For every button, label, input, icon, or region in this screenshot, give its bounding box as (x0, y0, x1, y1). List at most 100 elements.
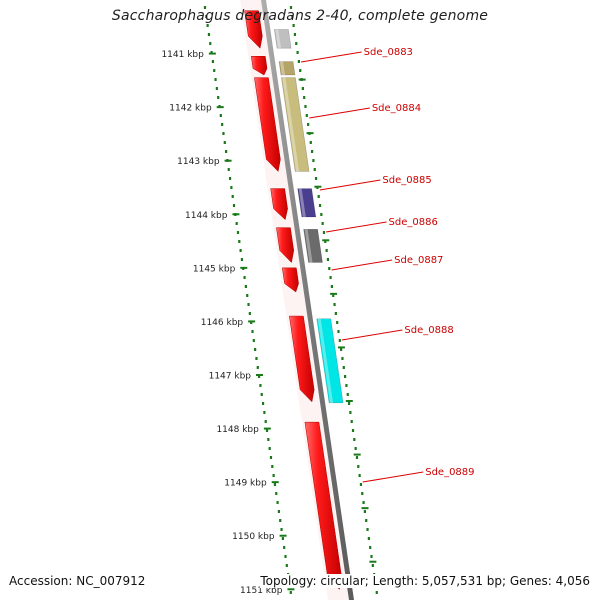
ruler-dot (305, 114, 308, 117)
ruler-dot (251, 330, 254, 333)
gene-label[interactable]: Sde_0888 (404, 325, 453, 336)
ruler-dot (221, 123, 224, 126)
ruler-dot (292, 24, 295, 27)
ruler-dot (338, 339, 341, 342)
gene-feature-highlight (298, 188, 306, 217)
genome-backbone (261, 0, 354, 600)
gene-callout-line (341, 329, 403, 341)
gene-feature-highlight (275, 29, 282, 49)
cds-arrow (254, 77, 281, 172)
ruler-dot (281, 537, 284, 540)
ruler-dot (322, 231, 326, 234)
genome-stats-text: Topology: circular; Length: 5,057,531 bp… (260, 574, 590, 588)
ruler-dot (369, 546, 372, 549)
gene-callout-line (362, 471, 424, 483)
gene-label[interactable]: Sde_0883 (364, 47, 413, 58)
gene-feature-bar[interactable] (303, 228, 323, 263)
gene-label[interactable]: Sde_0887 (394, 255, 443, 266)
ruler-dot (370, 555, 373, 558)
ruler-dot (301, 87, 304, 90)
ruler-tick-label: 1141 kbp (161, 50, 204, 60)
gene-feature-bar[interactable] (316, 318, 344, 404)
ruler-dot (205, 15, 208, 18)
ruler-dot (344, 375, 347, 378)
ruler-dot (269, 456, 273, 459)
gene-callout-line (325, 221, 387, 233)
ruler-tick-label: 1145 kbp (193, 264, 236, 274)
ruler-tick-label: 1147 kbp (209, 372, 252, 382)
ruler-dot (255, 357, 258, 360)
gene-feature-bar[interactable] (297, 188, 317, 218)
ruler-dot (320, 213, 323, 216)
gene-label[interactable]: Sde_0885 (382, 175, 431, 186)
ruler-dot (318, 204, 322, 207)
ruler-dot (248, 312, 251, 315)
cds-arrow (250, 56, 268, 76)
ruler-dot (375, 591, 378, 594)
ruler-dot (303, 96, 306, 99)
ruler-dot (246, 294, 249, 297)
ruler-dot (346, 393, 349, 396)
ruler-dot (365, 519, 368, 522)
ruler-dot (232, 204, 236, 207)
ruler-dot (268, 447, 271, 450)
ruler-dot (333, 303, 336, 306)
ruler-dot (211, 60, 214, 63)
cds-arrow (276, 227, 294, 264)
gene-label[interactable]: Sde_0886 (389, 217, 438, 228)
ruler-dot (350, 420, 353, 423)
ruler-dot (329, 276, 332, 279)
ruler-tick-label: 1151 kbp (240, 586, 283, 596)
ruler-dot (351, 429, 355, 432)
ruler-dot (235, 222, 238, 225)
ruler-dot (239, 249, 242, 252)
gene-label[interactable]: Sde_0889 (425, 467, 474, 478)
ruler-dot (206, 24, 209, 27)
ruler-dot (289, 6, 293, 9)
ruler-dot (244, 285, 247, 288)
ruler-dot (345, 384, 348, 387)
ruler-dot (240, 258, 244, 261)
ruler-dot (330, 285, 333, 288)
ruler-tick-label: 1148 kbp (216, 425, 259, 435)
ruler-dot (228, 177, 232, 180)
ruler-dot (289, 591, 292, 594)
ruler-tick-label: 1143 kbp (177, 157, 220, 167)
ruler-dot (254, 348, 257, 351)
ruler-dot (219, 114, 222, 117)
ruler-tick-label: 1142 kbp (169, 104, 212, 114)
accession-text: Accession: NC_007912 (9, 574, 146, 588)
ruler-dot (347, 402, 351, 405)
ruler-dot (361, 492, 364, 495)
ruler-dot (222, 132, 225, 135)
gene-feature-bar[interactable] (281, 77, 310, 172)
ruler-dot (296, 51, 299, 54)
ruler-dot (203, 6, 207, 9)
ruler-dot (272, 474, 275, 477)
ruler-tick-label: 1144 kbp (185, 211, 228, 221)
position-ruler: 1141 kbp 1142 kbp 1143 kbp 1144 kbp 1145 kbp… (161, 6, 378, 596)
gene-label[interactable]: Sde_0884 (372, 103, 421, 114)
ruler-dot (230, 186, 233, 189)
ruler-dot (337, 330, 340, 333)
ruler-dot (311, 150, 314, 153)
ruler-dot (317, 195, 320, 198)
gene-callout-line (319, 179, 381, 191)
ruler-dot (238, 240, 241, 243)
ruler-dot (367, 537, 370, 540)
ruler-dot (342, 366, 345, 369)
gene-feature-highlight (282, 77, 300, 172)
backbone-line (261, 0, 354, 600)
ruler-dot (363, 510, 366, 513)
gene-feature-bar[interactable] (278, 61, 296, 76)
ruler-dot (214, 78, 217, 81)
gene-feature-bar[interactable] (273, 29, 292, 49)
ruler-dot (280, 528, 283, 531)
ruler-dot (279, 519, 282, 522)
ruler-dot (217, 96, 220, 99)
ruler-dot (341, 357, 344, 360)
ruler-dot (243, 276, 246, 279)
ruler-dot (307, 123, 310, 126)
ruler-dot (334, 312, 337, 315)
